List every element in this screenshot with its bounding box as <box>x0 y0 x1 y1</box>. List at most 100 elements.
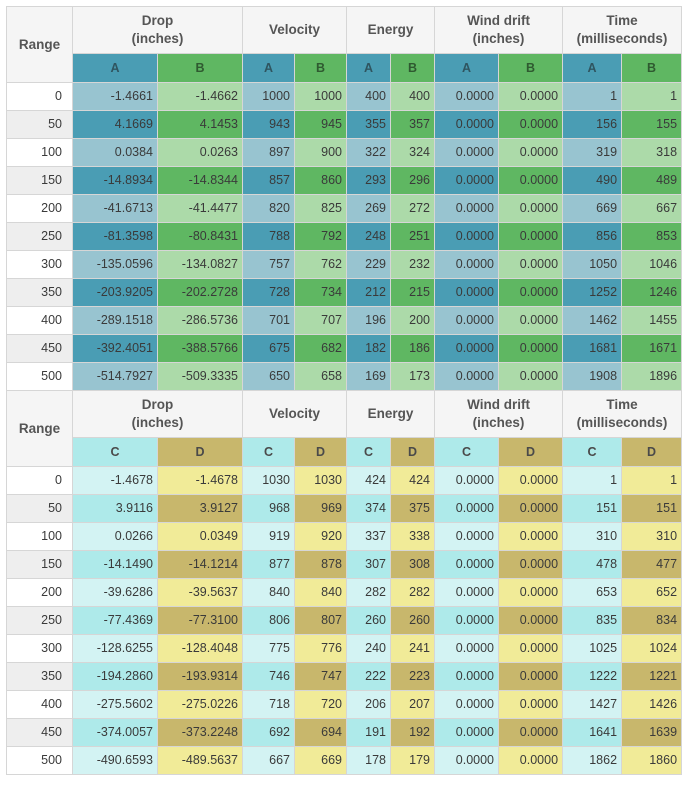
cell-drop-d: -14.1214 <box>156 550 244 579</box>
table-body: Range Drop (inches) Velocity Energy Wind drif… <box>6 6 683 775</box>
cell-time-c: 1641 <box>562 718 623 747</box>
cell-wind-c: 0.0000 <box>434 466 500 495</box>
cell-energy-d: 424 <box>390 466 436 495</box>
table-row: 400 -275.5602 -275.0226 718 720 206 207 0.0000 0… <box>6 690 683 719</box>
cell-energy-c: 374 <box>346 494 392 523</box>
cell-energy-a: 293 <box>346 166 392 195</box>
cell-drop-d: -77.3100 <box>156 606 244 635</box>
table-row: 350 -203.9205 -202.2728 728 734 212 215 0.0000 0… <box>6 278 683 307</box>
table-row: 100 0.0266 0.0349 919 920 337 338 0.0000 0.0000 3… <box>6 522 683 551</box>
cell-velocity-c: 806 <box>242 606 296 635</box>
ballistics-table-container: Range Drop (inches) Velocity Energy Wind drif… <box>6 6 683 775</box>
cell-drop-c: -77.4369 <box>72 606 158 635</box>
cell-wind-d: 0.0000 <box>498 578 564 607</box>
table-row: 50 4.1669 4.1453 943 945 355 357 0.0000 0.0000 15… <box>6 110 683 139</box>
cell-wind-d: 0.0000 <box>498 746 564 775</box>
cell-drop-c: 0.0266 <box>72 522 158 551</box>
cell-time-a: 669 <box>562 194 623 223</box>
cell-time-d: 1639 <box>621 718 683 747</box>
cell-energy-d: 207 <box>390 690 436 719</box>
cell-energy-a: 322 <box>346 138 392 167</box>
cell-velocity-b: 1000 <box>294 82 348 111</box>
table-row: 450 -374.0057 -373.2248 692 694 191 192 0.0000 0… <box>6 718 683 747</box>
time-header: Time (milliseconds) <box>562 6 683 54</box>
cell-velocity-c: 775 <box>242 634 296 663</box>
cell-velocity-d: 807 <box>294 606 348 635</box>
cell-energy-b: 357 <box>390 110 436 139</box>
cell-drop-d: -193.9314 <box>156 662 244 691</box>
cell-velocity-c: 718 <box>242 690 296 719</box>
header-row-groups: Range Drop (inches) Velocity Energy Wind drif… <box>6 390 683 467</box>
cell-wind-b: 0.0000 <box>498 166 564 195</box>
cell-energy-c: 282 <box>346 578 392 607</box>
table-row: 300 -128.6255 -128.4048 775 776 240 241 0.0000 0… <box>6 634 683 663</box>
cell-drop-b: -286.5736 <box>156 306 244 335</box>
table-row: 150 -14.8934 -14.8344 857 860 293 296 0.0000 0.0… <box>6 166 683 195</box>
cell-drop-d: -1.4678 <box>156 466 244 495</box>
cell-velocity-c: 1030 <box>242 466 296 495</box>
range-cell: 250 <box>6 222 73 251</box>
cell-wind-b: 0.0000 <box>498 278 564 307</box>
cell-energy-a: 229 <box>346 250 392 279</box>
cell-time-b: 489 <box>621 166 683 195</box>
table-row: 0 -1.4678 -1.4678 1030 1030 424 424 0.0000 0.000… <box>6 466 683 495</box>
cell-velocity-a: 701 <box>242 306 296 335</box>
cell-energy-c: 337 <box>346 522 392 551</box>
cell-energy-a: 248 <box>346 222 392 251</box>
range-cell: 0 <box>6 82 73 111</box>
cell-wind-d: 0.0000 <box>498 494 564 523</box>
range-cell: 50 <box>6 494 73 523</box>
cell-wind-c: 0.0000 <box>434 522 500 551</box>
range-cell: 350 <box>6 278 73 307</box>
table-row: 450 -392.4051 -388.5766 675 682 182 186 0.0000 0… <box>6 334 683 363</box>
cell-time-b: 318 <box>621 138 683 167</box>
cell-velocity-b: 682 <box>294 334 348 363</box>
cell-energy-c: 206 <box>346 690 392 719</box>
range-cell: 450 <box>6 334 73 363</box>
cell-velocity-c: 919 <box>242 522 296 551</box>
range-cell: 50 <box>6 110 73 139</box>
cell-drop-b: -202.2728 <box>156 278 244 307</box>
cell-drop-d: -489.5637 <box>156 746 244 775</box>
time-header: Time (milliseconds) <box>562 390 683 438</box>
cell-drop-b: -14.8344 <box>156 166 244 195</box>
table-row: 300 -135.0596 -134.0827 757 762 229 232 0.0000 0… <box>6 250 683 279</box>
cell-energy-a: 182 <box>346 334 392 363</box>
range-cell: 150 <box>6 550 73 579</box>
cell-drop-c: -374.0057 <box>72 718 158 747</box>
ballistics-table: Range Drop (inches) Velocity Energy Wind drif… <box>6 6 683 775</box>
velocity-header: Velocity <box>242 390 348 438</box>
wind-header: Wind drift (inches) <box>434 6 564 54</box>
cell-drop-c: -39.6286 <box>72 578 158 607</box>
cell-wind-c: 0.0000 <box>434 578 500 607</box>
cell-energy-d: 241 <box>390 634 436 663</box>
cell-wind-b: 0.0000 <box>498 222 564 251</box>
cell-drop-b: -509.3335 <box>156 362 244 391</box>
cell-time-b: 1 <box>621 82 683 111</box>
range-cell: 400 <box>6 306 73 335</box>
cell-time-c: 1862 <box>562 746 623 775</box>
cell-drop-c: 3.9116 <box>72 494 158 523</box>
cell-drop-c: -194.2860 <box>72 662 158 691</box>
cell-velocity-a: 728 <box>242 278 296 307</box>
cell-energy-a: 400 <box>346 82 392 111</box>
cell-wind-d: 0.0000 <box>498 550 564 579</box>
cell-energy-c: 178 <box>346 746 392 775</box>
cell-velocity-d: 747 <box>294 662 348 691</box>
cell-time-b: 1046 <box>621 250 683 279</box>
cell-energy-d: 282 <box>390 578 436 607</box>
cell-time-d: 1426 <box>621 690 683 719</box>
cell-drop-b: -1.4662 <box>156 82 244 111</box>
cell-wind-a: 0.0000 <box>434 362 500 391</box>
range-cell: 100 <box>6 138 73 167</box>
cell-energy-d: 223 <box>390 662 436 691</box>
cell-velocity-b: 707 <box>294 306 348 335</box>
cell-drop-a: -41.6713 <box>72 194 158 223</box>
cell-velocity-c: 667 <box>242 746 296 775</box>
cell-wind-b: 0.0000 <box>498 362 564 391</box>
wind-header: Wind drift (inches) <box>434 390 564 438</box>
cell-time-d: 1860 <box>621 746 683 775</box>
cell-wind-c: 0.0000 <box>434 606 500 635</box>
cell-time-b: 155 <box>621 110 683 139</box>
cell-time-a: 319 <box>562 138 623 167</box>
